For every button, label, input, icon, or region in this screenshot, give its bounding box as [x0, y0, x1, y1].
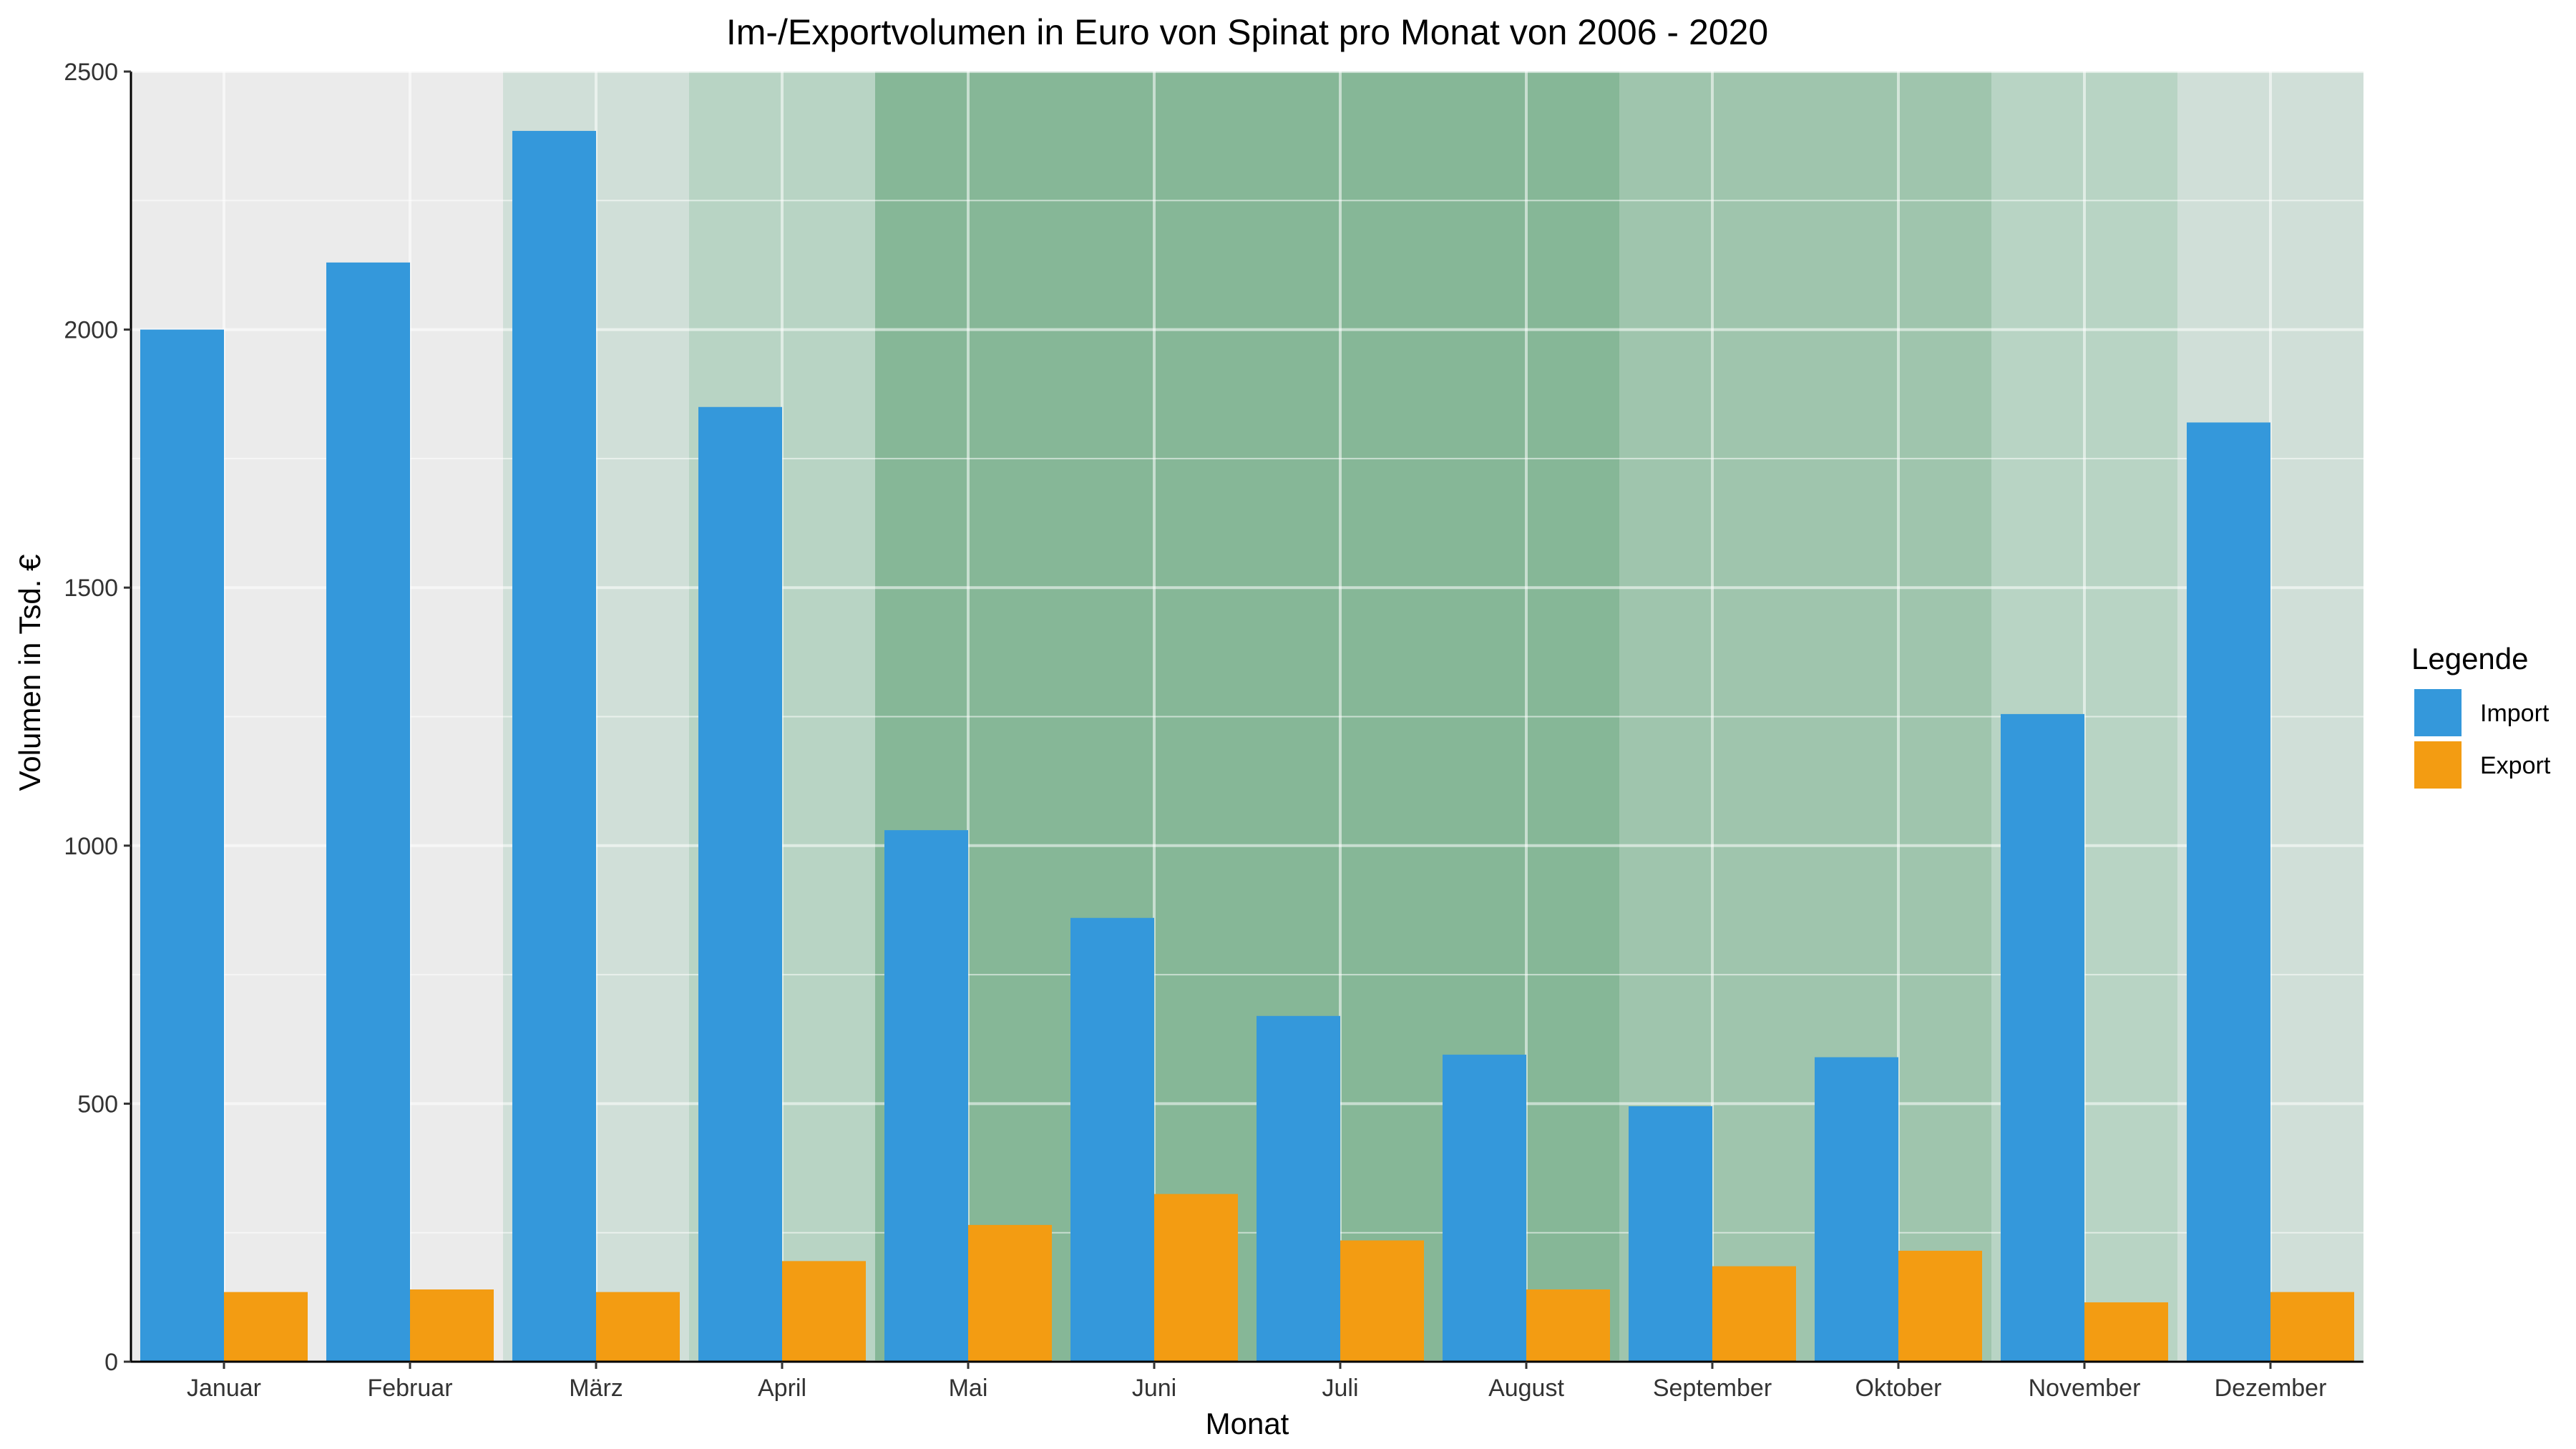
bar-export-märz	[596, 1292, 680, 1362]
bar-import-februar	[326, 262, 410, 1362]
x-tick-label: November	[2029, 1375, 2141, 1402]
x-tick-label: Februar	[367, 1375, 452, 1402]
x-tick-label: März	[569, 1375, 623, 1402]
x-tick-label: Oktober	[1855, 1375, 1942, 1402]
y-axis-title: Volumen in Tsd. €	[13, 555, 47, 791]
legend-label-import: Import	[2480, 700, 2550, 727]
bar-import-april	[698, 406, 782, 1362]
x-tick-label: Juli	[1322, 1375, 1358, 1402]
y-tick-label: 500	[77, 1091, 118, 1118]
bar-export-dezember	[2270, 1292, 2354, 1362]
bar-import-oktober	[1815, 1057, 1898, 1362]
y-tick-label: 1000	[64, 833, 118, 860]
bar-import-august	[1443, 1054, 1526, 1362]
legend: Legende Import Export	[2411, 642, 2551, 789]
bar-export-april	[782, 1261, 866, 1362]
bar-import-november	[2001, 713, 2084, 1362]
bars	[140, 130, 2354, 1362]
x-tick-label: Dezember	[2215, 1375, 2327, 1402]
x-tick-label: August	[1488, 1375, 1564, 1402]
x-tick-label: Januar	[187, 1375, 261, 1402]
bar-import-juli	[1257, 1015, 1340, 1362]
legend-key-import	[2414, 689, 2462, 736]
legend-title: Legende	[2411, 642, 2529, 675]
bar-export-juli	[1340, 1240, 1424, 1362]
y-tick-label: 2000	[64, 317, 118, 344]
bar-export-august	[1526, 1289, 1610, 1362]
y-tick-label: 1500	[64, 575, 118, 602]
x-tick-label: Juni	[1132, 1375, 1176, 1402]
bar-export-november	[2084, 1302, 2168, 1362]
bar-import-september	[1629, 1106, 1712, 1362]
bar-export-mai	[968, 1224, 1052, 1362]
chart-title: Im-/Exportvolumen in Euro von Spinat pro…	[726, 12, 1768, 52]
legend-key-export	[2414, 741, 2462, 789]
axes: 0 500 1000 1500 2000 2500 Januar Februar März Apr…	[64, 59, 2363, 1402]
bar-export-januar	[224, 1292, 308, 1362]
bar-export-februar	[410, 1289, 494, 1362]
x-tick-label: September	[1653, 1375, 1772, 1402]
bar-export-juni	[1154, 1194, 1238, 1362]
x-tick-label: April	[758, 1375, 806, 1402]
y-tick-label: 2500	[64, 59, 118, 86]
bar-import-märz	[512, 130, 596, 1362]
bar-import-dezember	[2187, 422, 2270, 1362]
bar-export-oktober	[1898, 1250, 1982, 1362]
x-tick-label: Mai	[949, 1375, 988, 1402]
bar-export-september	[1712, 1266, 1796, 1362]
bar-import-mai	[884, 830, 968, 1362]
legend-label-export: Export	[2480, 752, 2551, 779]
y-tick-label: 0	[104, 1349, 118, 1376]
x-axis-title: Monat	[1206, 1407, 1289, 1440]
bar-import-januar	[140, 329, 224, 1362]
bar-import-juni	[1070, 917, 1154, 1362]
